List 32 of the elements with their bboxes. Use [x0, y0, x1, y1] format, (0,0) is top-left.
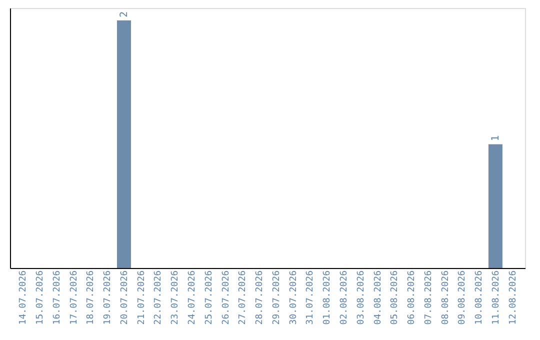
- x-tick-label: 08.08.2026: [440, 270, 451, 325]
- x-tick-label: 19.07.2026: [103, 270, 114, 325]
- x-tick-label: 09.08.2026: [458, 270, 468, 325]
- x-tick-label: 28.07.2026: [255, 270, 266, 325]
- x-tick-label: 22.07.2026: [154, 270, 164, 325]
- x-tick-label: 20.07.2026: [120, 270, 130, 325]
- x-tick-label: 27.07.2026: [238, 270, 248, 325]
- x-tick-label: 26.07.2026: [221, 270, 232, 325]
- x-tick-label: 12.08.2026: [508, 270, 518, 325]
- data-label: 1: [490, 135, 502, 142]
- x-tick-label: 18.07.2026: [86, 270, 96, 325]
- x-tick-label: 29.07.2026: [272, 270, 282, 325]
- x-tick-label: 24.07.2026: [188, 270, 198, 325]
- x-tick-label: 15.07.2026: [36, 270, 46, 325]
- x-tick-label: 05.08.2026: [390, 270, 400, 325]
- x-tick-label: 14.07.2026: [18, 270, 29, 325]
- x-tick-label: 30.07.2026: [288, 270, 299, 325]
- x-tick-label: 03.08.2026: [356, 270, 366, 325]
- x-tick-label: 02.08.2026: [339, 270, 350, 325]
- data-label: 2: [118, 11, 130, 18]
- x-tick-label: 04.08.2026: [373, 270, 384, 325]
- x-tick-label: 25.07.2026: [204, 270, 214, 325]
- x-tick-label: 21.07.2026: [136, 270, 147, 325]
- x-tick-label: 31.07.2026: [306, 270, 316, 325]
- x-tick-label: 16.07.2026: [52, 270, 62, 325]
- x-tick-label: 01.08.2026: [322, 270, 333, 325]
- x-tick-label: 17.07.2026: [69, 270, 80, 325]
- x-tick-label: 23.07.2026: [170, 270, 181, 325]
- x-tick-label: 07.08.2026: [424, 270, 434, 325]
- x-tick-label: 10.08.2026: [474, 270, 485, 325]
- x-tick-label: 06.08.2026: [407, 270, 418, 325]
- x-tick-label: 11.08.2026: [491, 270, 502, 325]
